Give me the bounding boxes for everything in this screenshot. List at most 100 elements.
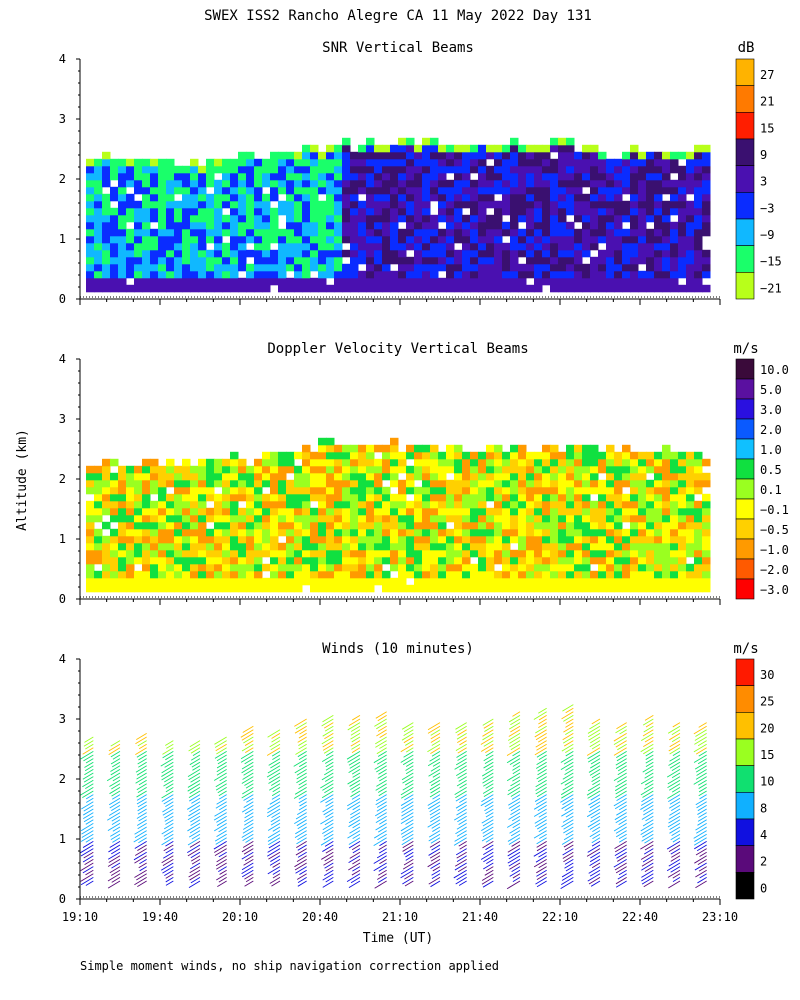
heatmap-cell (374, 256, 383, 265)
heatmap-cell (662, 535, 671, 544)
wind-barb (613, 797, 627, 807)
heatmap-cell (550, 542, 559, 551)
y-tick-label: 4 (59, 652, 66, 666)
heatmap-cell (102, 270, 111, 279)
heatmap-cell (110, 577, 119, 586)
heatmap-cell (398, 277, 407, 286)
heatmap-cell (366, 549, 375, 558)
heatmap-cell (510, 458, 519, 467)
heatmap-cell (630, 584, 639, 593)
heatmap-cell (494, 500, 503, 509)
heatmap-cell (566, 270, 575, 279)
colorbar-band (735, 872, 755, 900)
heatmap-cell (238, 151, 247, 160)
heatmap-cell (302, 172, 311, 181)
heatmap-cell (102, 535, 111, 544)
wind-barb (188, 772, 201, 781)
heatmap-cell (518, 193, 527, 202)
heatmap-cell (534, 214, 543, 223)
heatmap-cell (398, 179, 407, 188)
heatmap-cell (334, 186, 343, 195)
wind-barb (215, 779, 227, 788)
heatmap-cell (102, 542, 111, 551)
heatmap-cell (646, 479, 655, 488)
wind-barb (293, 758, 307, 767)
wind-barb (374, 880, 387, 889)
wind-barb (272, 873, 281, 879)
heatmap-cell (422, 507, 431, 516)
heatmap-cell (630, 277, 639, 286)
heatmap-cell (430, 193, 439, 202)
heatmap-cell (510, 451, 519, 460)
wind-barb (137, 801, 147, 808)
wind-barb (267, 801, 281, 810)
wind-barb (108, 844, 121, 853)
wind-barb (216, 761, 227, 769)
heatmap-cell (166, 179, 175, 188)
heatmap-cell (654, 256, 663, 265)
heatmap-cell (622, 542, 631, 551)
heatmap-cell (134, 221, 143, 230)
heatmap-cell (590, 444, 599, 453)
heatmap-cell (566, 165, 575, 174)
heatmap-cell (606, 458, 615, 467)
wind-barb (82, 841, 94, 848)
heatmap-cell (510, 249, 519, 258)
figure-title: SWEX ISS2 Rancho Alegre CA 11 May 2022 D… (204, 8, 592, 24)
heatmap-cell (526, 235, 535, 244)
heatmap-cell (446, 563, 455, 572)
wind-barb (642, 819, 654, 827)
heatmap-cell (334, 193, 343, 202)
wind-barb (241, 830, 254, 838)
wind-barb (402, 862, 414, 870)
wind-barb (616, 794, 627, 802)
wind-barb (402, 844, 414, 852)
heatmap-cell (326, 493, 335, 502)
heatmap-cell (302, 563, 311, 572)
y-tick-label: 1 (59, 832, 66, 846)
heatmap-cell (254, 563, 263, 572)
heatmap-cell (702, 151, 711, 160)
wind-barb (218, 794, 227, 800)
heatmap-cell (422, 193, 431, 202)
heatmap-cell (502, 249, 511, 258)
heatmap-cell (150, 256, 159, 265)
wind-barb (508, 851, 521, 860)
wind-barb (108, 851, 121, 860)
heatmap-cell (302, 151, 311, 160)
heatmap-cell (542, 584, 551, 593)
heatmap-cell (438, 256, 447, 265)
heatmap-cell (694, 179, 703, 188)
heatmap-cell (294, 507, 303, 516)
wind-barb (429, 790, 441, 798)
heatmap-cell (422, 479, 431, 488)
wind-barb (295, 848, 307, 856)
heatmap-cell (262, 535, 271, 544)
heatmap-cell (414, 535, 423, 544)
wind-barb (242, 823, 254, 830)
wind-barb (272, 869, 281, 875)
heatmap-cell (494, 444, 503, 453)
wind-barb (587, 751, 601, 760)
colorbar-band (735, 165, 755, 193)
heatmap-cell (102, 221, 111, 230)
heatmap-cell (494, 158, 503, 167)
heatmap-cell (94, 570, 103, 579)
wind-barb (538, 715, 547, 721)
heatmap-cell (606, 235, 615, 244)
heatmap-cell (438, 472, 447, 481)
heatmap-cell (646, 465, 655, 474)
heatmap-cell (142, 200, 151, 209)
heatmap-cell (510, 172, 519, 181)
heatmap-cell (166, 235, 175, 244)
heatmap-cell (574, 444, 583, 453)
wind-barb (84, 859, 94, 866)
heatmap-cell (662, 451, 671, 460)
heatmap-cell (382, 263, 391, 272)
heatmap-cell (510, 500, 519, 509)
heatmap-cell (486, 277, 495, 286)
heatmap-cell (182, 165, 191, 174)
heatmap-cell (414, 549, 423, 558)
heatmap-cell (646, 249, 655, 258)
heatmap-cell (270, 263, 279, 272)
